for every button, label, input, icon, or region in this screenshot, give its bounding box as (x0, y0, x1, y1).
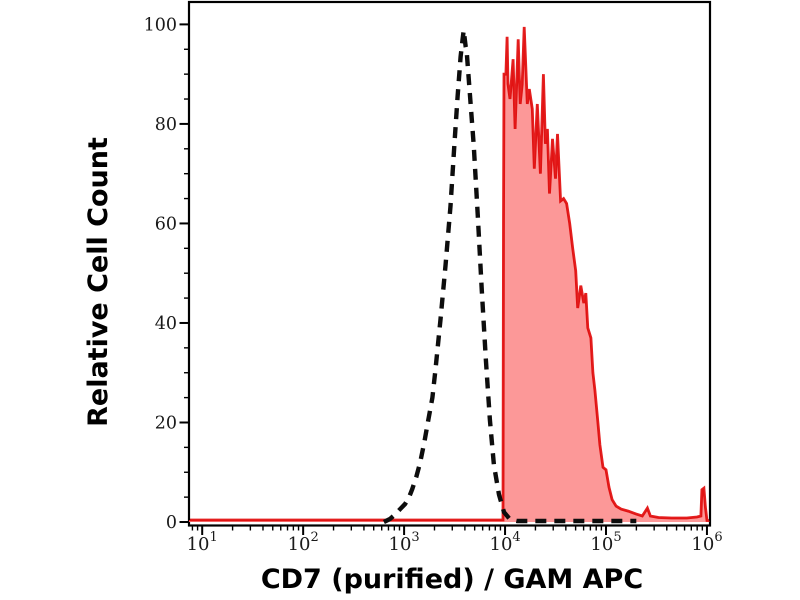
y-tick-label: 80 (155, 115, 177, 135)
x-tick-label: 103 (389, 530, 420, 555)
x-axis-title: CD7 (purified) / GAM APC (261, 564, 643, 595)
y-tick-label: 100 (144, 15, 177, 35)
y-tick-label: 20 (155, 414, 177, 434)
y-axis-title: Relative Cell Count (83, 137, 114, 427)
y-tick-label: 0 (166, 513, 177, 533)
x-tick-label: 106 (691, 530, 722, 555)
x-tick-label: 105 (590, 530, 621, 555)
negative-control-curve (382, 30, 637, 524)
positive-histogram-fill (189, 26, 710, 523)
positive-histogram-curve (189, 26, 710, 522)
axes-box (187, 0, 712, 527)
y-tick-label: 40 (155, 314, 177, 334)
x-tick-label: 102 (288, 530, 319, 555)
y-tick-label: 60 (155, 214, 177, 234)
plot-area: 101 102 103 104 105 106 0 20 40 60 80 100 (144, 0, 723, 555)
x-tick-label: 104 (490, 530, 521, 555)
x-tick-label: 101 (187, 530, 218, 555)
